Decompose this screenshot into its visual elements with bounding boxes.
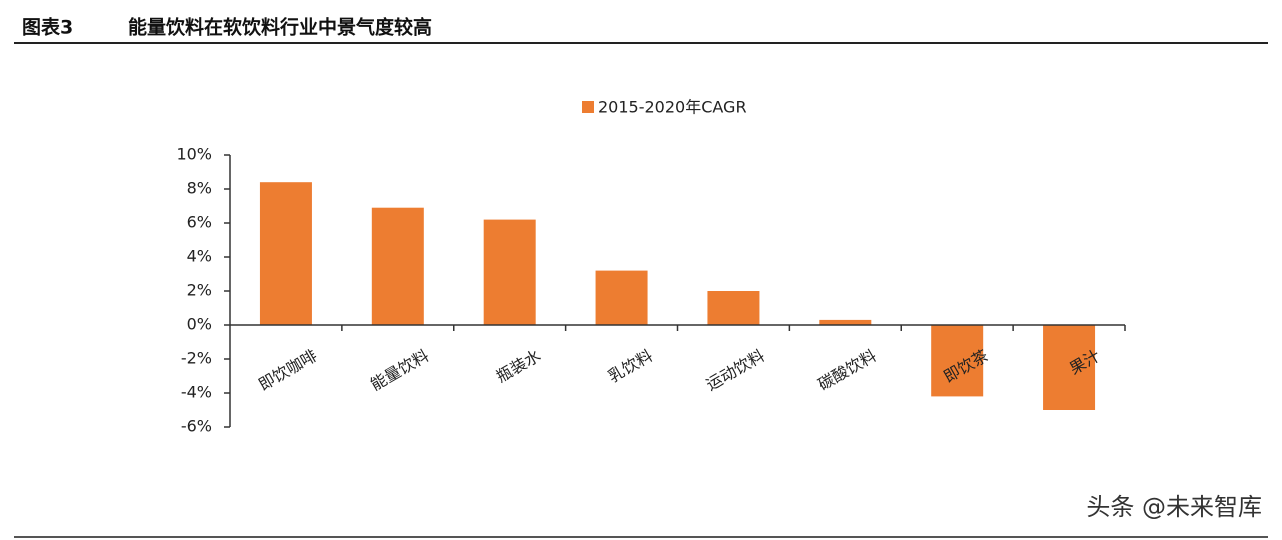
x-tick-label: 运动饮料 — [703, 346, 768, 394]
bar — [595, 270, 648, 325]
y-tick-label: 0% — [187, 315, 212, 334]
x-tick-label: 即饮咖啡 — [255, 346, 320, 394]
watermark: 头条 @未来智库 — [1086, 493, 1262, 521]
y-tick-label: -2% — [181, 349, 212, 368]
x-tick-label: 碳酸饮料 — [815, 346, 880, 394]
y-tick-label: 2% — [187, 281, 212, 300]
bar — [483, 219, 536, 325]
x-tick-label: 瓶装水 — [493, 346, 544, 386]
legend-label: 2015-2020年CAGR — [598, 98, 747, 117]
y-tick-label: 8% — [187, 179, 212, 198]
y-tick-label: 6% — [187, 213, 212, 232]
x-tick-label: 能量饮料 — [367, 346, 432, 394]
bar — [371, 207, 424, 325]
y-tick-label: 4% — [187, 247, 212, 266]
figure-label: 图表3 — [22, 16, 73, 39]
bar — [707, 291, 760, 325]
figure-title: 能量饮料在软饮料行业中景气度较高 — [128, 16, 432, 39]
y-tick-label: 10% — [176, 145, 212, 164]
bar — [1043, 325, 1096, 410]
bar — [931, 325, 984, 397]
y-tick-label: -6% — [181, 417, 212, 436]
legend-swatch — [582, 101, 594, 113]
bar — [819, 319, 872, 325]
x-tick-label: 乳饮料 — [605, 346, 656, 386]
bar — [259, 182, 312, 325]
y-tick-label: -4% — [181, 383, 212, 402]
